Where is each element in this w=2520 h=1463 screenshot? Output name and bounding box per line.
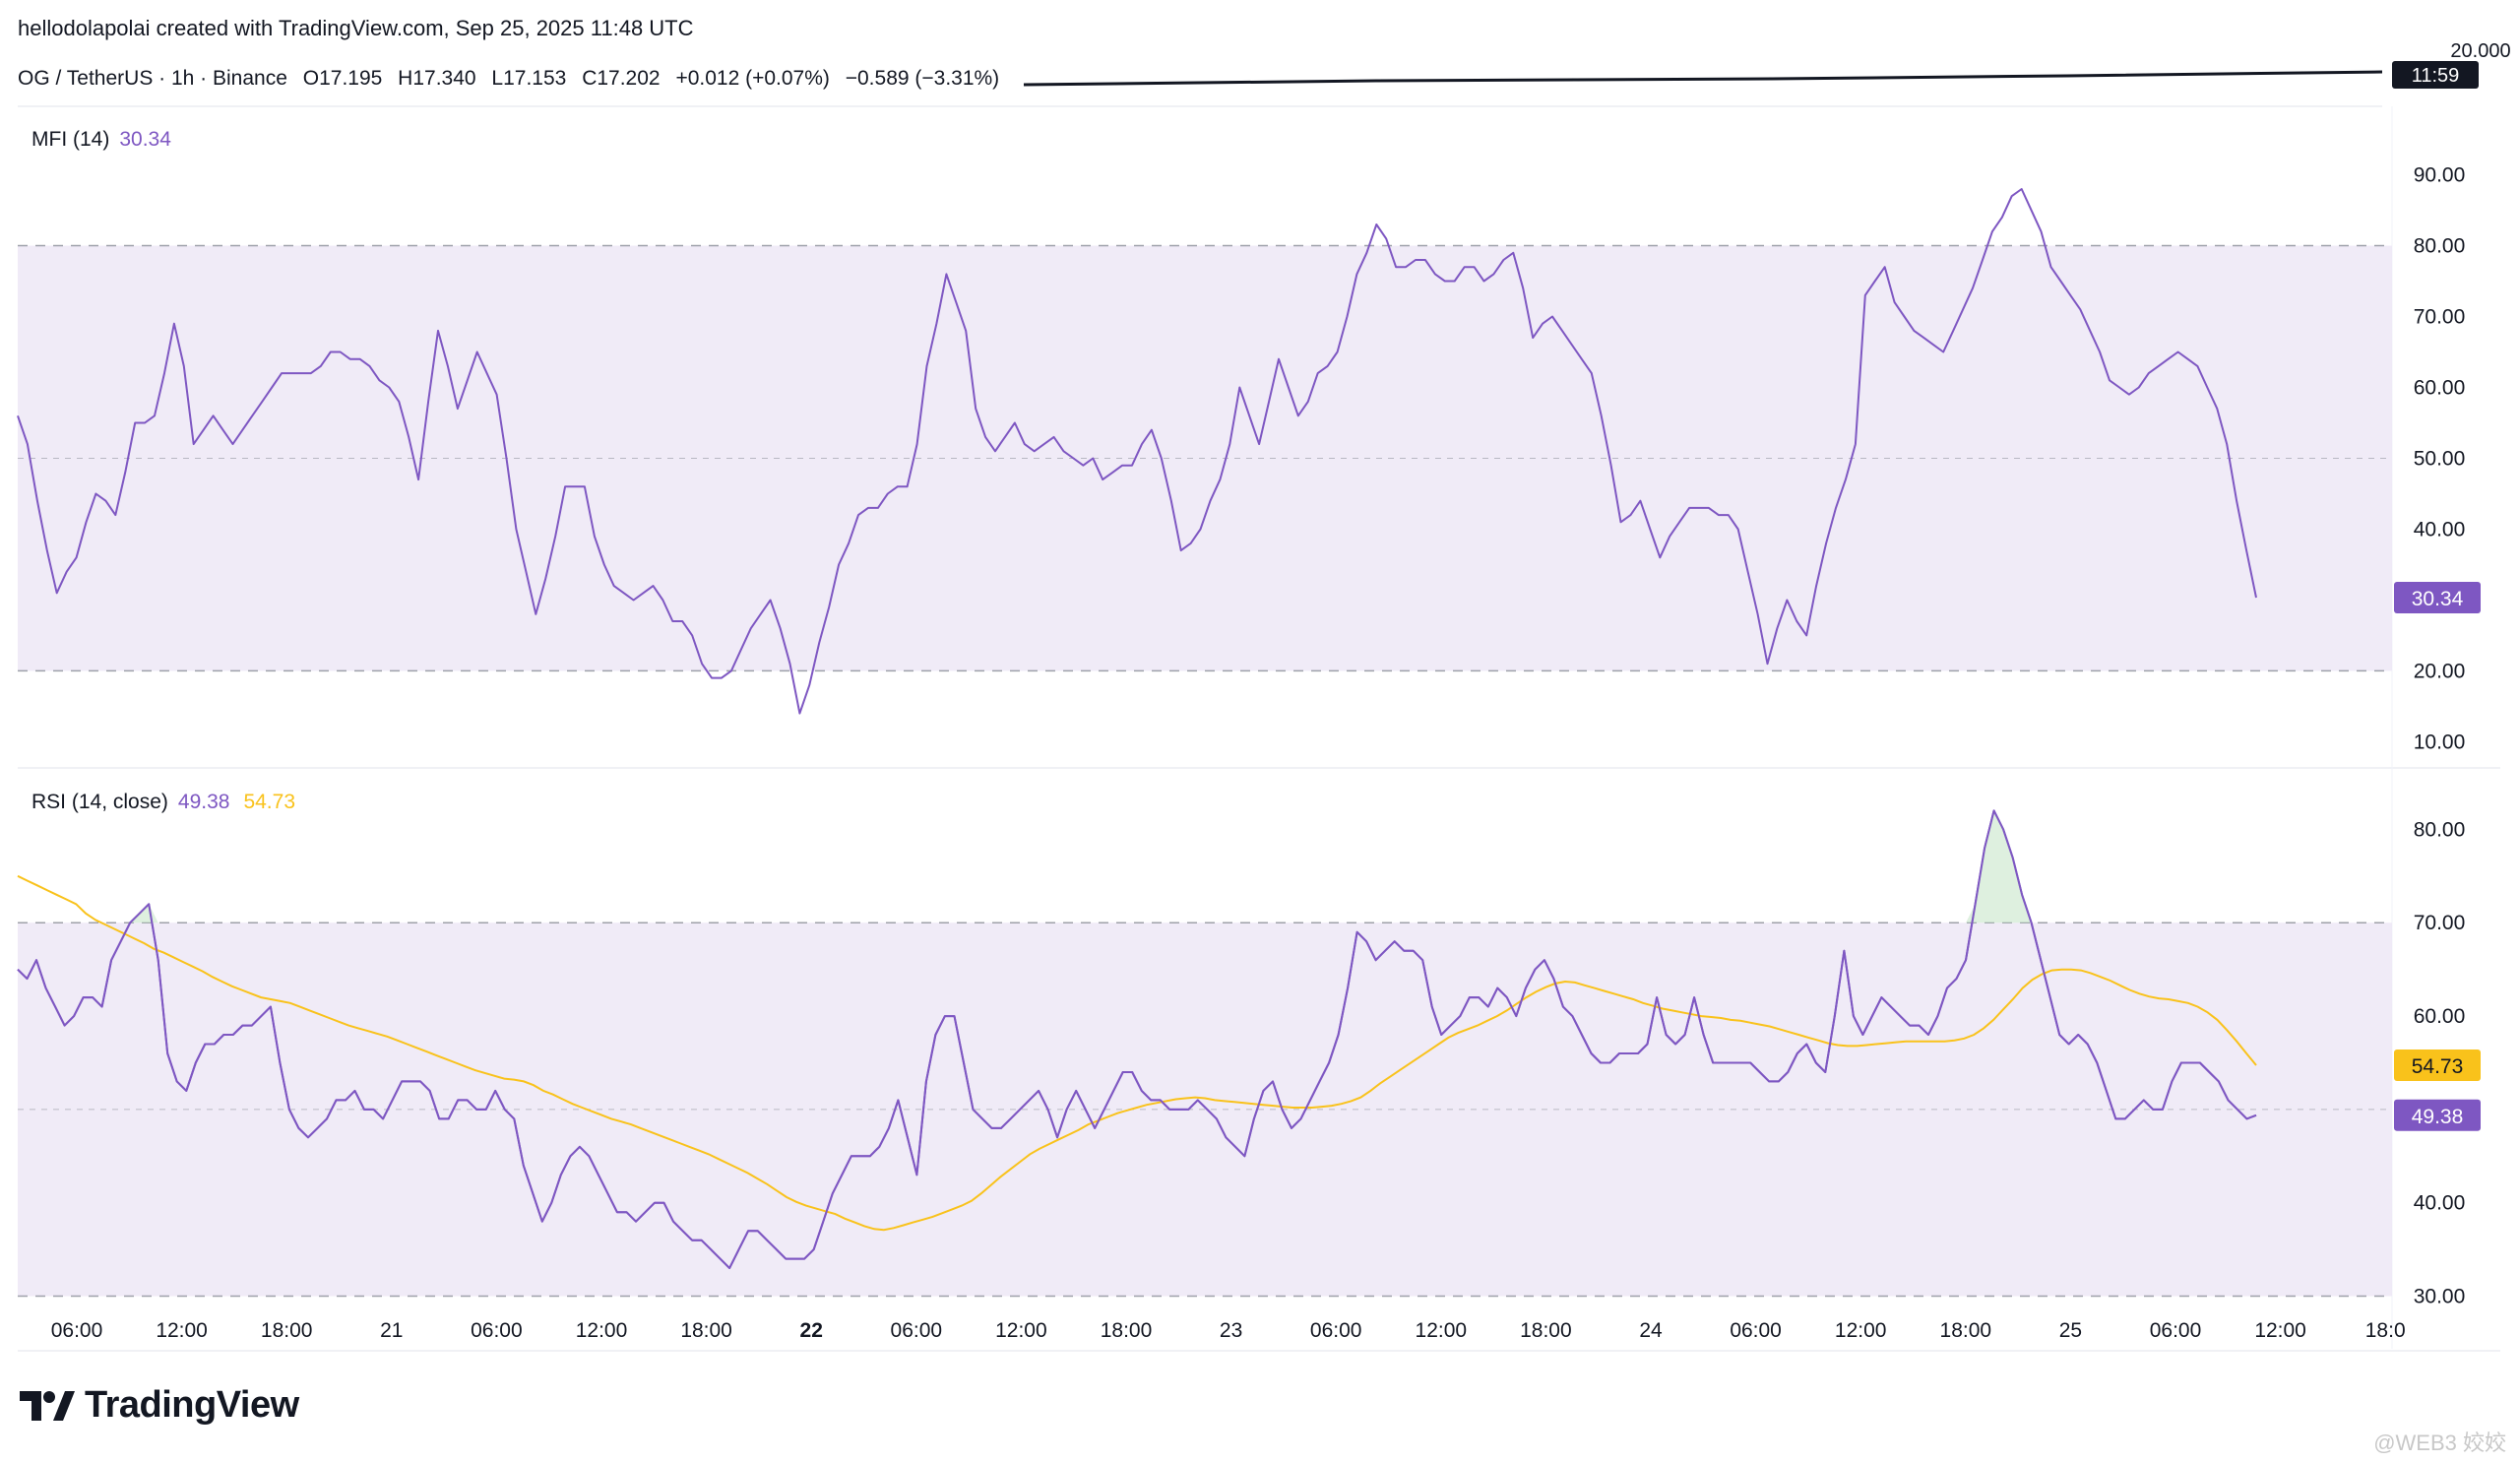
time-axis-label: 18:00 <box>1101 1319 1153 1342</box>
mfi-y-tick: 20.00 <box>2414 660 2466 682</box>
mfi-line <box>17 188 2257 715</box>
ohlc-close: C17.202 <box>582 67 661 90</box>
ohlc-change: +0.012 (+0.07%) <box>675 67 830 90</box>
rsi-y-tick: 70.00 <box>2414 912 2466 934</box>
mfi-label: MFI (14) <box>32 128 110 151</box>
chart-credit: hellodolapolai created with TradingView.… <box>18 16 694 40</box>
rsi-ma-last-value-badge <box>2394 1050 2481 1082</box>
mfi-y-tick: 80.00 <box>2414 235 2466 258</box>
rsi-ma-value: 54.73 <box>243 791 296 813</box>
watermark: @WEB3 姣姣 <box>2373 1431 2506 1455</box>
time-badge: 11:59 <box>2412 65 2460 87</box>
rsi-last-value-badge <box>2394 1099 2481 1131</box>
mfi-y-tick: 50.00 <box>2414 447 2466 470</box>
tradingview-logo-text: TradingView <box>85 1384 299 1426</box>
rsi-last-value-text: 49.38 <box>2412 1106 2464 1128</box>
rsi-pane-legend[interactable]: RSI (14, close) 49.38 54.73 <box>32 791 295 814</box>
rsi-label: RSI (14, close) <box>32 791 168 813</box>
rsi-y-tick: 80.00 <box>2414 818 2466 841</box>
mfi-value: 30.34 <box>119 128 171 151</box>
price-axis-top-label: 20.000 <box>2450 40 2510 62</box>
time-axis-label: 18:00 <box>1940 1319 1992 1342</box>
time-axis-label: 21 <box>380 1319 403 1342</box>
time-axis-label: 22 <box>800 1319 823 1342</box>
rsi-ma-line <box>17 874 2257 1232</box>
ohlc-change-total: −0.589 (−3.31%) <box>845 67 1000 90</box>
rsi-y-tick: 60.00 <box>2414 1005 2466 1028</box>
time-axis-label: 06:00 <box>891 1319 943 1342</box>
mfi-y-tick: 10.00 <box>2414 731 2466 753</box>
ohlc-high: H17.340 <box>398 67 476 90</box>
time-axis-label: 12:00 <box>1416 1319 1468 1342</box>
ohlc-low: L17.153 <box>491 67 567 90</box>
time-axis-label: 12:00 <box>2254 1319 2306 1342</box>
price-trend-line <box>1023 70 2383 87</box>
mfi-y-tick: 40.00 <box>2414 518 2466 541</box>
ohlc-open: O17.195 <box>302 67 383 90</box>
tradingview-logo-icon <box>20 1390 75 1421</box>
mfi-last-value-text: 30.34 <box>2412 588 2464 610</box>
time-axis-label: 12:00 <box>156 1319 208 1342</box>
time-axis-label: 06:00 <box>1730 1319 1782 1342</box>
mfi-y-tick: 90.00 <box>2414 164 2466 187</box>
symbol-legend[interactable]: OG / TetherUS · 1h · Binance O17.195 H17… <box>18 67 1009 91</box>
tradingview-logo[interactable]: TradingView <box>20 1384 299 1427</box>
mfi-last-value-badge <box>2394 582 2481 614</box>
time-axis-label: 25 <box>2059 1319 2082 1342</box>
mfi-y-tick: 60.00 <box>2414 377 2466 400</box>
time-axis-label: 18:00 <box>1520 1319 1572 1342</box>
time-axis[interactable]: 06:00 12:00 18:00 21 06:00 12:00 18:00 22 06:00 1… <box>18 1319 2500 1352</box>
rsi-ma-last-value-text: 54.73 <box>2412 1055 2464 1078</box>
time-axis-label: 06:00 <box>1310 1319 1362 1342</box>
time-axis-label: 06:00 <box>2150 1319 2202 1342</box>
symbol-name: OG / TetherUS · 1h · Binance <box>18 67 287 90</box>
price-pane: 20.000 11:59 <box>18 40 2511 107</box>
mfi-pane-legend[interactable]: MFI (14) 30.34 <box>32 128 171 152</box>
rsi-line-top <box>17 809 2257 1270</box>
rsi-y-tick: 30.00 <box>2414 1286 2466 1308</box>
time-axis-label: 18:0 <box>2365 1319 2406 1342</box>
rsi-y-tick: 40.00 <box>2414 1192 2466 1215</box>
time-axis-label: 06:00 <box>471 1319 523 1342</box>
rsi-overbought-fill <box>130 810 2032 923</box>
time-badge-bg <box>2392 61 2479 89</box>
mfi-y-tick: 70.00 <box>2414 306 2466 329</box>
time-axis-label: 18:00 <box>261 1319 313 1342</box>
chart-canvas[interactable]: 20.000 11:59 90.00 80.00 70.00 60.00 50.00 40… <box>0 0 2520 1378</box>
time-axis-label: 18:00 <box>680 1319 732 1342</box>
time-axis-label: 12:00 <box>576 1319 628 1342</box>
time-axis-label: 24 <box>1639 1319 1663 1342</box>
time-axis-label: 23 <box>1220 1319 1242 1342</box>
time-axis-label: 06:00 <box>51 1319 103 1342</box>
time-axis-label: 12:00 <box>1835 1319 1887 1342</box>
mfi-pane: 90.00 80.00 70.00 60.00 50.00 40.00 20.00 10.00… <box>17 164 2481 753</box>
time-axis-label: 12:00 <box>995 1319 1047 1342</box>
rsi-pane: 80.00 70.00 60.00 40.00 30.00 54.73 49.38 <box>17 809 2481 1308</box>
rsi-value: 49.38 <box>177 791 230 813</box>
